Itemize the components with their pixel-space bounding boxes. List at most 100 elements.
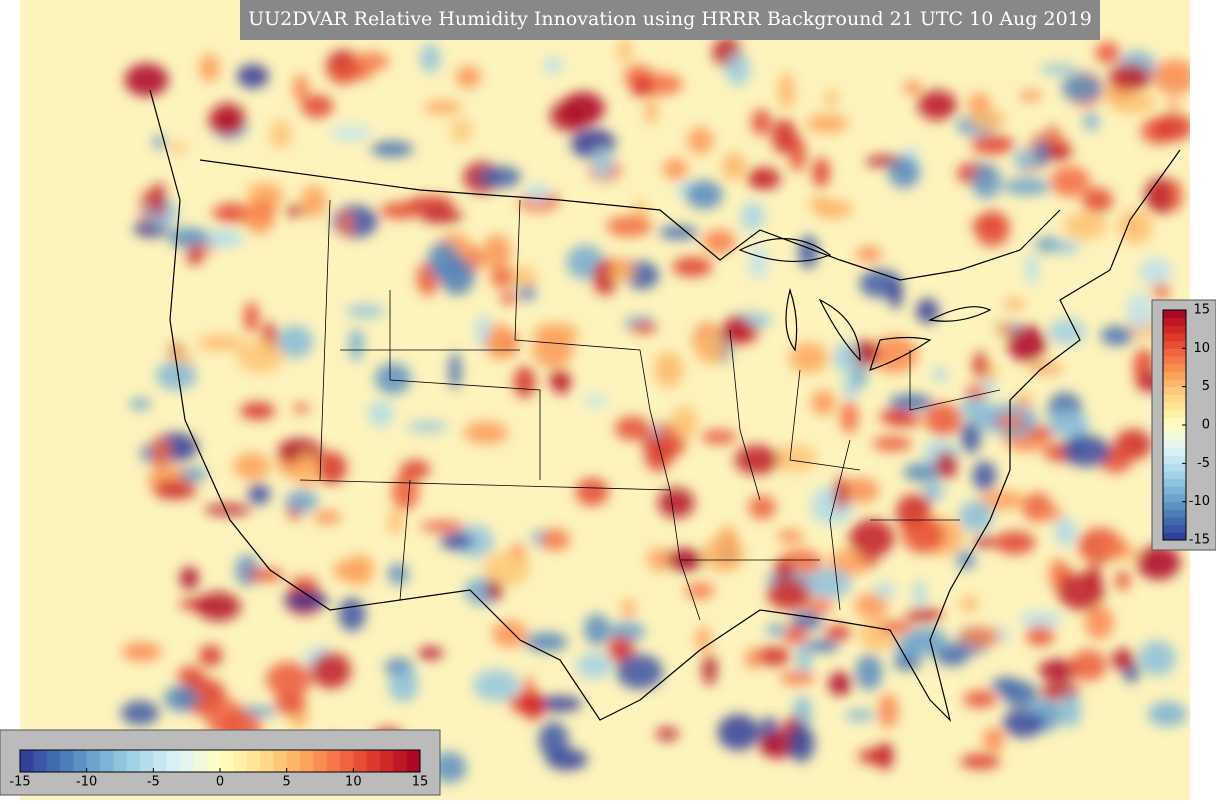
field-blob [245, 568, 285, 582]
field-blob [656, 727, 679, 741]
field-blob [388, 667, 419, 702]
field-blob [120, 700, 160, 726]
field-blob [1167, 99, 1180, 110]
field-blob [553, 372, 571, 395]
field-blob [971, 134, 1015, 155]
field-blob [247, 483, 271, 505]
field-blob [776, 529, 804, 544]
field-blob [344, 554, 375, 586]
field-blob [463, 421, 509, 445]
field-blob [702, 654, 717, 686]
field-blob [195, 591, 241, 622]
field-blob [339, 211, 353, 238]
field-blob [179, 566, 199, 590]
field-blob [152, 481, 197, 500]
colorbar-band [1163, 509, 1186, 518]
field-blob [1019, 611, 1063, 627]
colorbar-band [86, 750, 101, 772]
field-blob [855, 653, 883, 691]
field-blob [658, 487, 695, 518]
field-blob [854, 592, 889, 619]
field-blob [269, 119, 292, 149]
field-blob [1002, 178, 1051, 196]
field-blob [534, 696, 583, 712]
field-blob [407, 421, 448, 432]
field-blob [788, 342, 829, 374]
field-blob [888, 280, 903, 310]
field-blob [969, 108, 1006, 131]
field-blob [824, 90, 838, 106]
field-blob [1070, 649, 1107, 681]
colorbar-band [300, 750, 314, 772]
field-blob [1100, 325, 1134, 346]
field-blob [1144, 177, 1179, 214]
field-blob [1153, 59, 1190, 95]
colorbar-tick-label: 5 [1202, 379, 1210, 394]
field-blob [721, 152, 746, 181]
field-blob [740, 202, 765, 232]
colorbar-band [100, 750, 114, 772]
field-blob [644, 434, 673, 472]
field-blob [293, 74, 309, 103]
field-blob [616, 654, 663, 690]
field-blob [672, 256, 713, 277]
field-blob [960, 421, 981, 454]
field-blob [956, 550, 976, 571]
field-blob [473, 669, 520, 702]
field-blob [186, 247, 203, 265]
colorbar-band [353, 750, 368, 772]
field-blob [1083, 111, 1100, 131]
field-blob [1152, 282, 1170, 300]
field-blob [848, 519, 895, 558]
coastline [149, 89, 1181, 722]
field-blob [247, 183, 261, 203]
colorbar-tick-label: 15 [1193, 303, 1210, 318]
field-blob [993, 530, 1036, 555]
field-blob [483, 551, 531, 587]
colorbar-band [313, 750, 328, 772]
field-blob [196, 229, 244, 248]
field-blob [150, 436, 170, 469]
colorbar-band [1163, 356, 1186, 365]
colorbar-band [1163, 524, 1186, 533]
field-blob [979, 490, 1026, 511]
field-blob [960, 753, 1001, 770]
field-blob [905, 608, 943, 622]
field-blob [239, 402, 276, 420]
field-blob [748, 245, 768, 279]
field-blob [300, 184, 327, 219]
field-blob [1026, 701, 1044, 715]
field-blob [427, 241, 461, 280]
field-blob [1117, 209, 1152, 244]
field-blob [150, 182, 167, 218]
field-blob [963, 690, 998, 708]
field-blob [747, 167, 781, 190]
vertical-colorbar: -15 -10 -5 0 5 10 15 [1162, 303, 1210, 548]
field-blob [423, 100, 463, 115]
field-blob [617, 38, 632, 63]
field-blob [1025, 252, 1039, 285]
colorbar-band [1163, 402, 1186, 411]
colorbar-tick-label: 10 [1193, 341, 1210, 356]
field-blob [614, 416, 650, 441]
colorbar-band [140, 750, 154, 772]
field-blob [1002, 708, 1045, 738]
field-blob [166, 227, 209, 248]
field-blob [877, 741, 894, 770]
field-blob [734, 445, 780, 475]
field-blob [1101, 538, 1130, 557]
colorbar-band [1163, 501, 1186, 510]
field-blob [591, 148, 614, 179]
field-blob [163, 685, 199, 712]
field-blob [1115, 570, 1130, 591]
colorbar-band [46, 750, 61, 772]
field-blob [1054, 517, 1077, 547]
field-blob [576, 652, 613, 679]
field-blob [489, 267, 515, 288]
field-blob [1038, 659, 1079, 682]
field-blob [1014, 147, 1036, 173]
colorbar-band [20, 750, 34, 772]
state-lines [299, 199, 1001, 621]
field-blob [1003, 298, 1025, 311]
